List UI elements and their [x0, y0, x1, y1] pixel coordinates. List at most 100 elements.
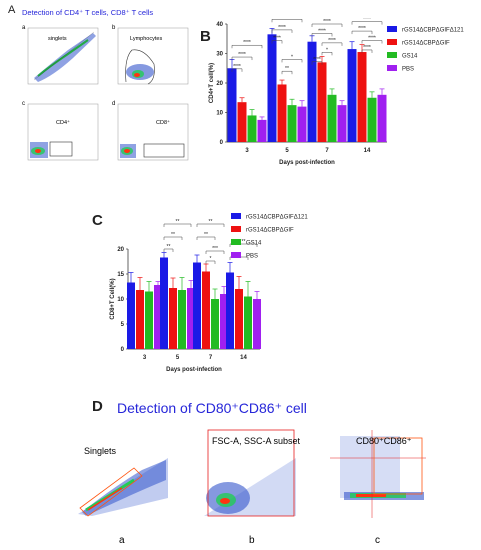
bar — [136, 290, 144, 349]
bar — [187, 288, 195, 349]
y-tick-label: 10 — [216, 111, 223, 117]
significance-bracket — [231, 68, 243, 72]
bar — [154, 285, 162, 349]
flow-sublabel-a: a — [22, 25, 26, 31]
gate-label-d-singlets: Singlets — [84, 446, 117, 456]
y-tick-label: 0 — [121, 347, 125, 353]
flow-cytometry-panel-d — [72, 428, 426, 518]
panel-letter-c: C — [92, 212, 103, 229]
significance-bracket — [163, 223, 192, 227]
bar — [267, 34, 277, 143]
panel-letter-d: D — [92, 398, 103, 415]
flow-sublabel-d: d — [112, 101, 116, 107]
legend-swatch — [231, 213, 241, 219]
bar — [297, 106, 307, 142]
x-tick-label: 7 — [325, 148, 329, 154]
significance-label: **** — [278, 25, 286, 31]
bar — [357, 52, 367, 142]
flow-plot-d-a — [72, 428, 168, 518]
bar — [237, 102, 247, 142]
legend-label: PBS — [402, 67, 414, 73]
x-tick-label: 5 — [285, 148, 289, 154]
y-axis-label: CD8+T Cell(%) — [110, 278, 116, 319]
significance-bracket — [271, 19, 303, 23]
legend-label: rGS14ΔCBPΔGIF — [402, 41, 450, 47]
bar — [347, 49, 357, 143]
significance-bracket — [205, 250, 225, 254]
bar — [287, 105, 297, 142]
x-tick-label: 3 — [143, 355, 147, 361]
bar — [247, 115, 257, 142]
significance-label: * — [291, 54, 293, 60]
bar — [235, 289, 243, 349]
significance-bracket — [281, 59, 303, 63]
y-tick-label: 15 — [117, 272, 124, 278]
significance-label: ** — [285, 66, 289, 72]
flow-sublabel-c: c — [22, 101, 25, 107]
bar — [226, 272, 234, 349]
flow-plot-d-c — [330, 428, 426, 518]
significance-label: **** — [273, 36, 281, 42]
panel-letter-b: B — [200, 28, 211, 45]
bar — [367, 97, 377, 142]
flow-d-sublabel-c: c — [375, 535, 380, 546]
significance-label: **** — [358, 26, 366, 32]
panel-letter-a: A — [8, 4, 16, 16]
legend-label: GS14 — [246, 241, 262, 247]
flow-plot-d — [117, 103, 189, 161]
flow-d-sublabel-a: a — [119, 535, 125, 546]
significance-bracket — [231, 56, 253, 61]
y-axis-label: CD4+T cell(%) — [209, 63, 215, 103]
significance-bracket — [271, 40, 283, 44]
legend-label: rGS14ΔCBPΔGIF — [246, 228, 294, 234]
significance-bracket — [205, 260, 216, 264]
flow-sublabel-b: b — [112, 25, 116, 31]
significance-label: **** — [368, 36, 376, 42]
bar — [327, 94, 337, 142]
significance-label: ** — [176, 219, 180, 225]
significance-bracket — [281, 70, 293, 75]
x-tick-label: 3 — [245, 148, 249, 154]
significance-label: * — [326, 47, 328, 53]
significance-label: **** — [363, 18, 371, 23]
significance-bracket — [163, 248, 174, 252]
significance-label: **** — [313, 57, 321, 63]
x-tick-label: 14 — [364, 148, 371, 154]
significance-label: **** — [283, 18, 291, 20]
bar — [257, 119, 267, 142]
flow-plot-c — [27, 103, 99, 161]
bar — [277, 84, 287, 142]
bar — [193, 262, 201, 349]
bar — [169, 288, 177, 349]
significance-label: ** — [242, 239, 246, 245]
significance-bracket — [229, 243, 258, 247]
significance-bracket — [163, 236, 183, 240]
significance-bracket — [196, 223, 225, 227]
x-axis-label: Days post-infection — [279, 160, 335, 166]
bar — [220, 294, 228, 349]
significance-bracket — [196, 236, 216, 240]
bar — [377, 94, 387, 142]
y-tick-label: 20 — [216, 81, 223, 87]
significance-bracket — [321, 42, 343, 46]
y-tick-label: 5 — [121, 322, 125, 328]
bar — [160, 257, 168, 349]
flow-cytometry-panel-a — [27, 27, 189, 161]
y-tick-label: 30 — [216, 52, 223, 58]
legend-swatch — [387, 26, 397, 32]
gate-label-d-fsc-ssc: FSC-A, SSC-A subset — [212, 436, 301, 446]
bar — [307, 41, 317, 143]
legend-label: PBS — [246, 254, 258, 260]
flow-plot-a — [27, 27, 99, 85]
legend-swatch — [387, 65, 397, 71]
significance-bracket — [361, 40, 383, 44]
gate-label-cd4: CD4⁺ — [56, 120, 70, 126]
legend-label: rGS14ΔCBPΔGIFΔ121 — [402, 28, 464, 34]
significance-label: **** — [318, 28, 326, 34]
gate-label-singlets: singlets — [48, 36, 67, 42]
significance-bracket — [231, 44, 263, 49]
significance-label: ** — [204, 232, 208, 238]
significance-label: **** — [243, 40, 251, 46]
